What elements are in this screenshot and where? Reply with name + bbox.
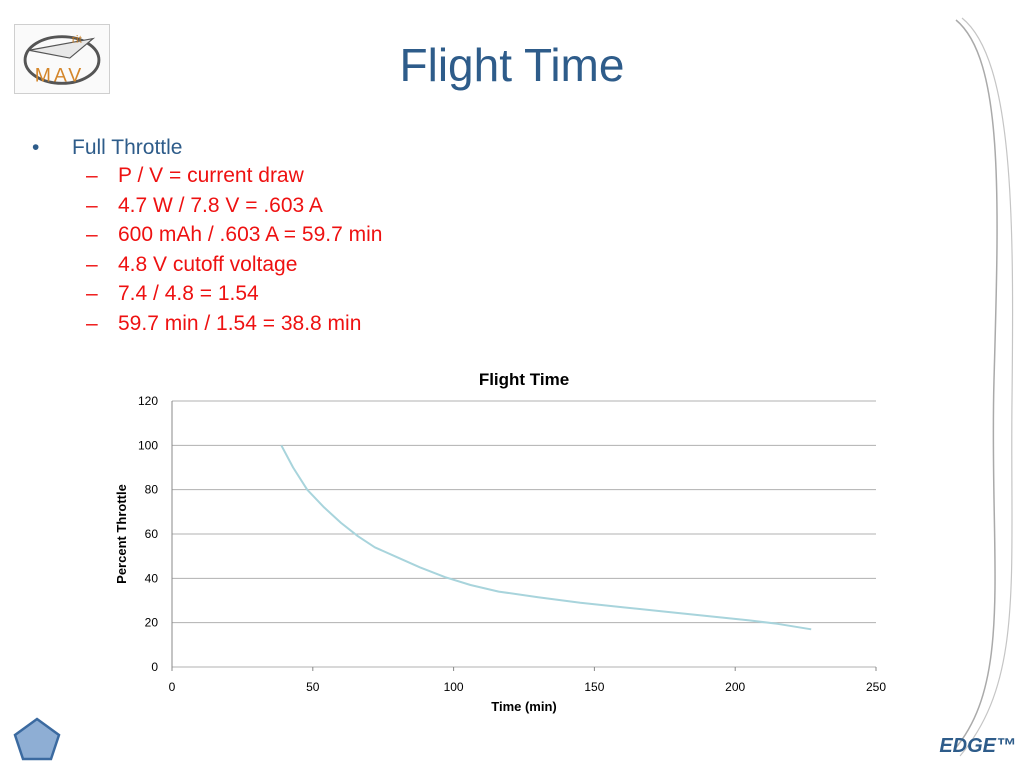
flight-time-chart: Flight Time 0 20 40 60 80 100 120 0 50 100 150 200 25… bbox=[100, 360, 900, 720]
sub-bullet: –59.7 min / 1.54 = 38.8 min bbox=[86, 312, 382, 342]
x-tick-label: 200 bbox=[725, 680, 745, 694]
page-title: Flight Time bbox=[399, 39, 625, 91]
y-tick-label: 100 bbox=[138, 438, 158, 452]
sub-bullet-text: 600 mAh / .603 A = 59.7 min bbox=[118, 223, 383, 246]
sub-bullet-text: P / V = current draw bbox=[118, 164, 304, 187]
sub-bullet: – P / V = current draw bbox=[86, 164, 382, 194]
pentagon-icon bbox=[13, 717, 61, 761]
bullet-item: • Full Throttle bbox=[32, 136, 382, 160]
series-line bbox=[280, 444, 812, 631]
x-tick-label: 250 bbox=[866, 680, 886, 694]
x-tick-label: 150 bbox=[584, 680, 604, 694]
sub-bullet: –600 mAh / .603 A = 59.7 min bbox=[86, 223, 382, 253]
dash-marker: – bbox=[86, 252, 98, 276]
y-axis-label: Percent Throttle bbox=[114, 484, 129, 584]
rit-mav-logo: rit MAV bbox=[14, 24, 110, 94]
y-tick-label: 0 bbox=[151, 660, 158, 674]
x-tick-label: 100 bbox=[444, 680, 464, 694]
sub-bullet: –4.8 V cutoff voltage bbox=[86, 253, 382, 283]
bullet-list: • Full Throttle – P / V = current draw –4… bbox=[32, 136, 382, 341]
decorative-swirl bbox=[954, 17, 1014, 757]
x-axis-label: Time (min) bbox=[491, 699, 557, 714]
sub-bullet: –4.7 W / 7.8 V = .603 A bbox=[86, 194, 382, 224]
sub-bullet-text: 7.4 / 4.8 = 1.54 bbox=[118, 282, 259, 305]
x-tick-label: 0 bbox=[169, 680, 176, 694]
dash-marker: – bbox=[86, 311, 98, 335]
sub-bullet-text: 4.8 V cutoff voltage bbox=[118, 252, 298, 276]
edge-logo: EDGE™ bbox=[939, 735, 1016, 757]
bullet-marker: • bbox=[32, 136, 40, 159]
dash-marker: – bbox=[86, 193, 98, 217]
svg-text:rit: rit bbox=[72, 32, 83, 45]
y-tick-label: 120 bbox=[138, 394, 158, 408]
y-tick-label: 80 bbox=[145, 483, 159, 497]
y-tick-label: 40 bbox=[145, 571, 159, 585]
bullet-text: Full Throttle bbox=[72, 136, 183, 159]
sub-bullet-text: 4.7 W / 7.8 V = .603 A bbox=[118, 193, 323, 217]
y-tick-label: 20 bbox=[145, 616, 159, 630]
svg-text:MAV: MAV bbox=[35, 64, 84, 86]
dash-marker: – bbox=[86, 164, 98, 187]
sub-bullet-text: 59.7 min / 1.54 = 38.8 min bbox=[118, 311, 362, 335]
chart-title: Flight Time bbox=[479, 370, 569, 389]
sub-bullet: –7.4 / 4.8 = 1.54 bbox=[86, 282, 382, 312]
y-tick-label: 60 bbox=[145, 527, 159, 541]
dash-marker: – bbox=[86, 223, 98, 246]
x-tick-label: 50 bbox=[306, 680, 320, 694]
chart-svg: Flight Time 0 20 40 60 80 100 120 0 50 100 150 200 25… bbox=[114, 370, 886, 714]
dash-marker: – bbox=[86, 282, 98, 305]
